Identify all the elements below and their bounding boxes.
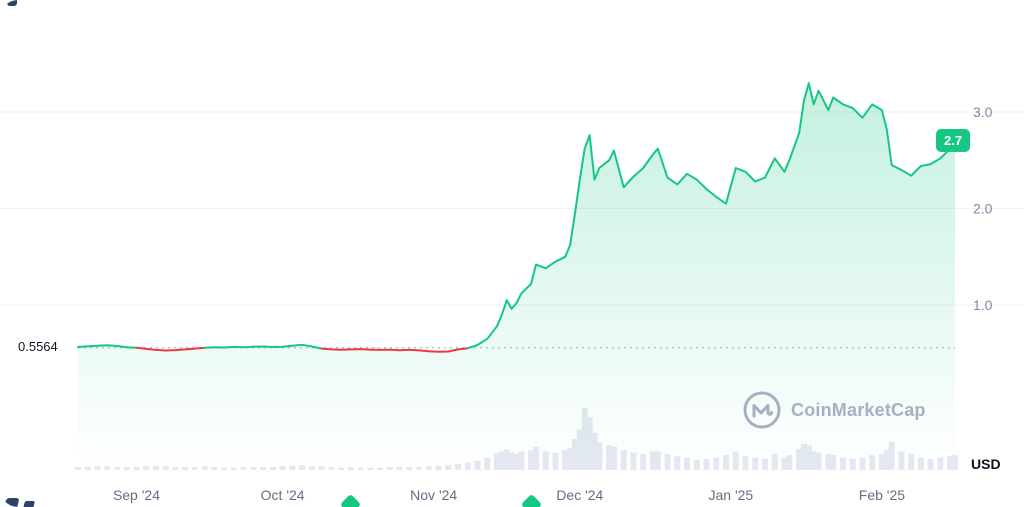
coinmarketcap-watermark: CoinMarketCap <box>742 390 926 430</box>
svg-text:Oct '24: Oct '24 <box>261 487 305 503</box>
y-axis-labels: 3.0 2.0 1.0 <box>973 104 993 313</box>
coinmarketcap-logo-icon <box>743 391 781 429</box>
cropped-decoration-bottom-left-1 <box>3 498 20 507</box>
svg-text:Dec '24: Dec '24 <box>556 487 603 503</box>
svg-text:3.0: 3.0 <box>973 104 993 120</box>
svg-text:2.0: 2.0 <box>973 201 993 217</box>
cropped-decoration-top-left <box>7 0 17 6</box>
price-line <box>77 82 956 353</box>
baseline-price-label: 0.5564 <box>18 338 58 354</box>
watermark-text: CoinMarketCap <box>791 399 926 420</box>
svg-text:Jan '25: Jan '25 <box>709 487 754 503</box>
cropped-decoration-bottom-left-2 <box>23 501 35 507</box>
svg-text:Nov '24: Nov '24 <box>410 487 457 503</box>
area-fill <box>78 83 955 470</box>
currency-unit-label: USD <box>971 456 1001 472</box>
svg-text:Feb '25: Feb '25 <box>859 487 905 503</box>
svg-text:1.0: 1.0 <box>973 297 993 313</box>
current-price-badge: 2.7 <box>936 128 971 152</box>
svg-text:Sep '24: Sep '24 <box>113 487 160 503</box>
x-axis-labels: Sep '24 Oct '24 Nov '24 Dec '24 Jan '25 Feb '… <box>113 487 905 503</box>
